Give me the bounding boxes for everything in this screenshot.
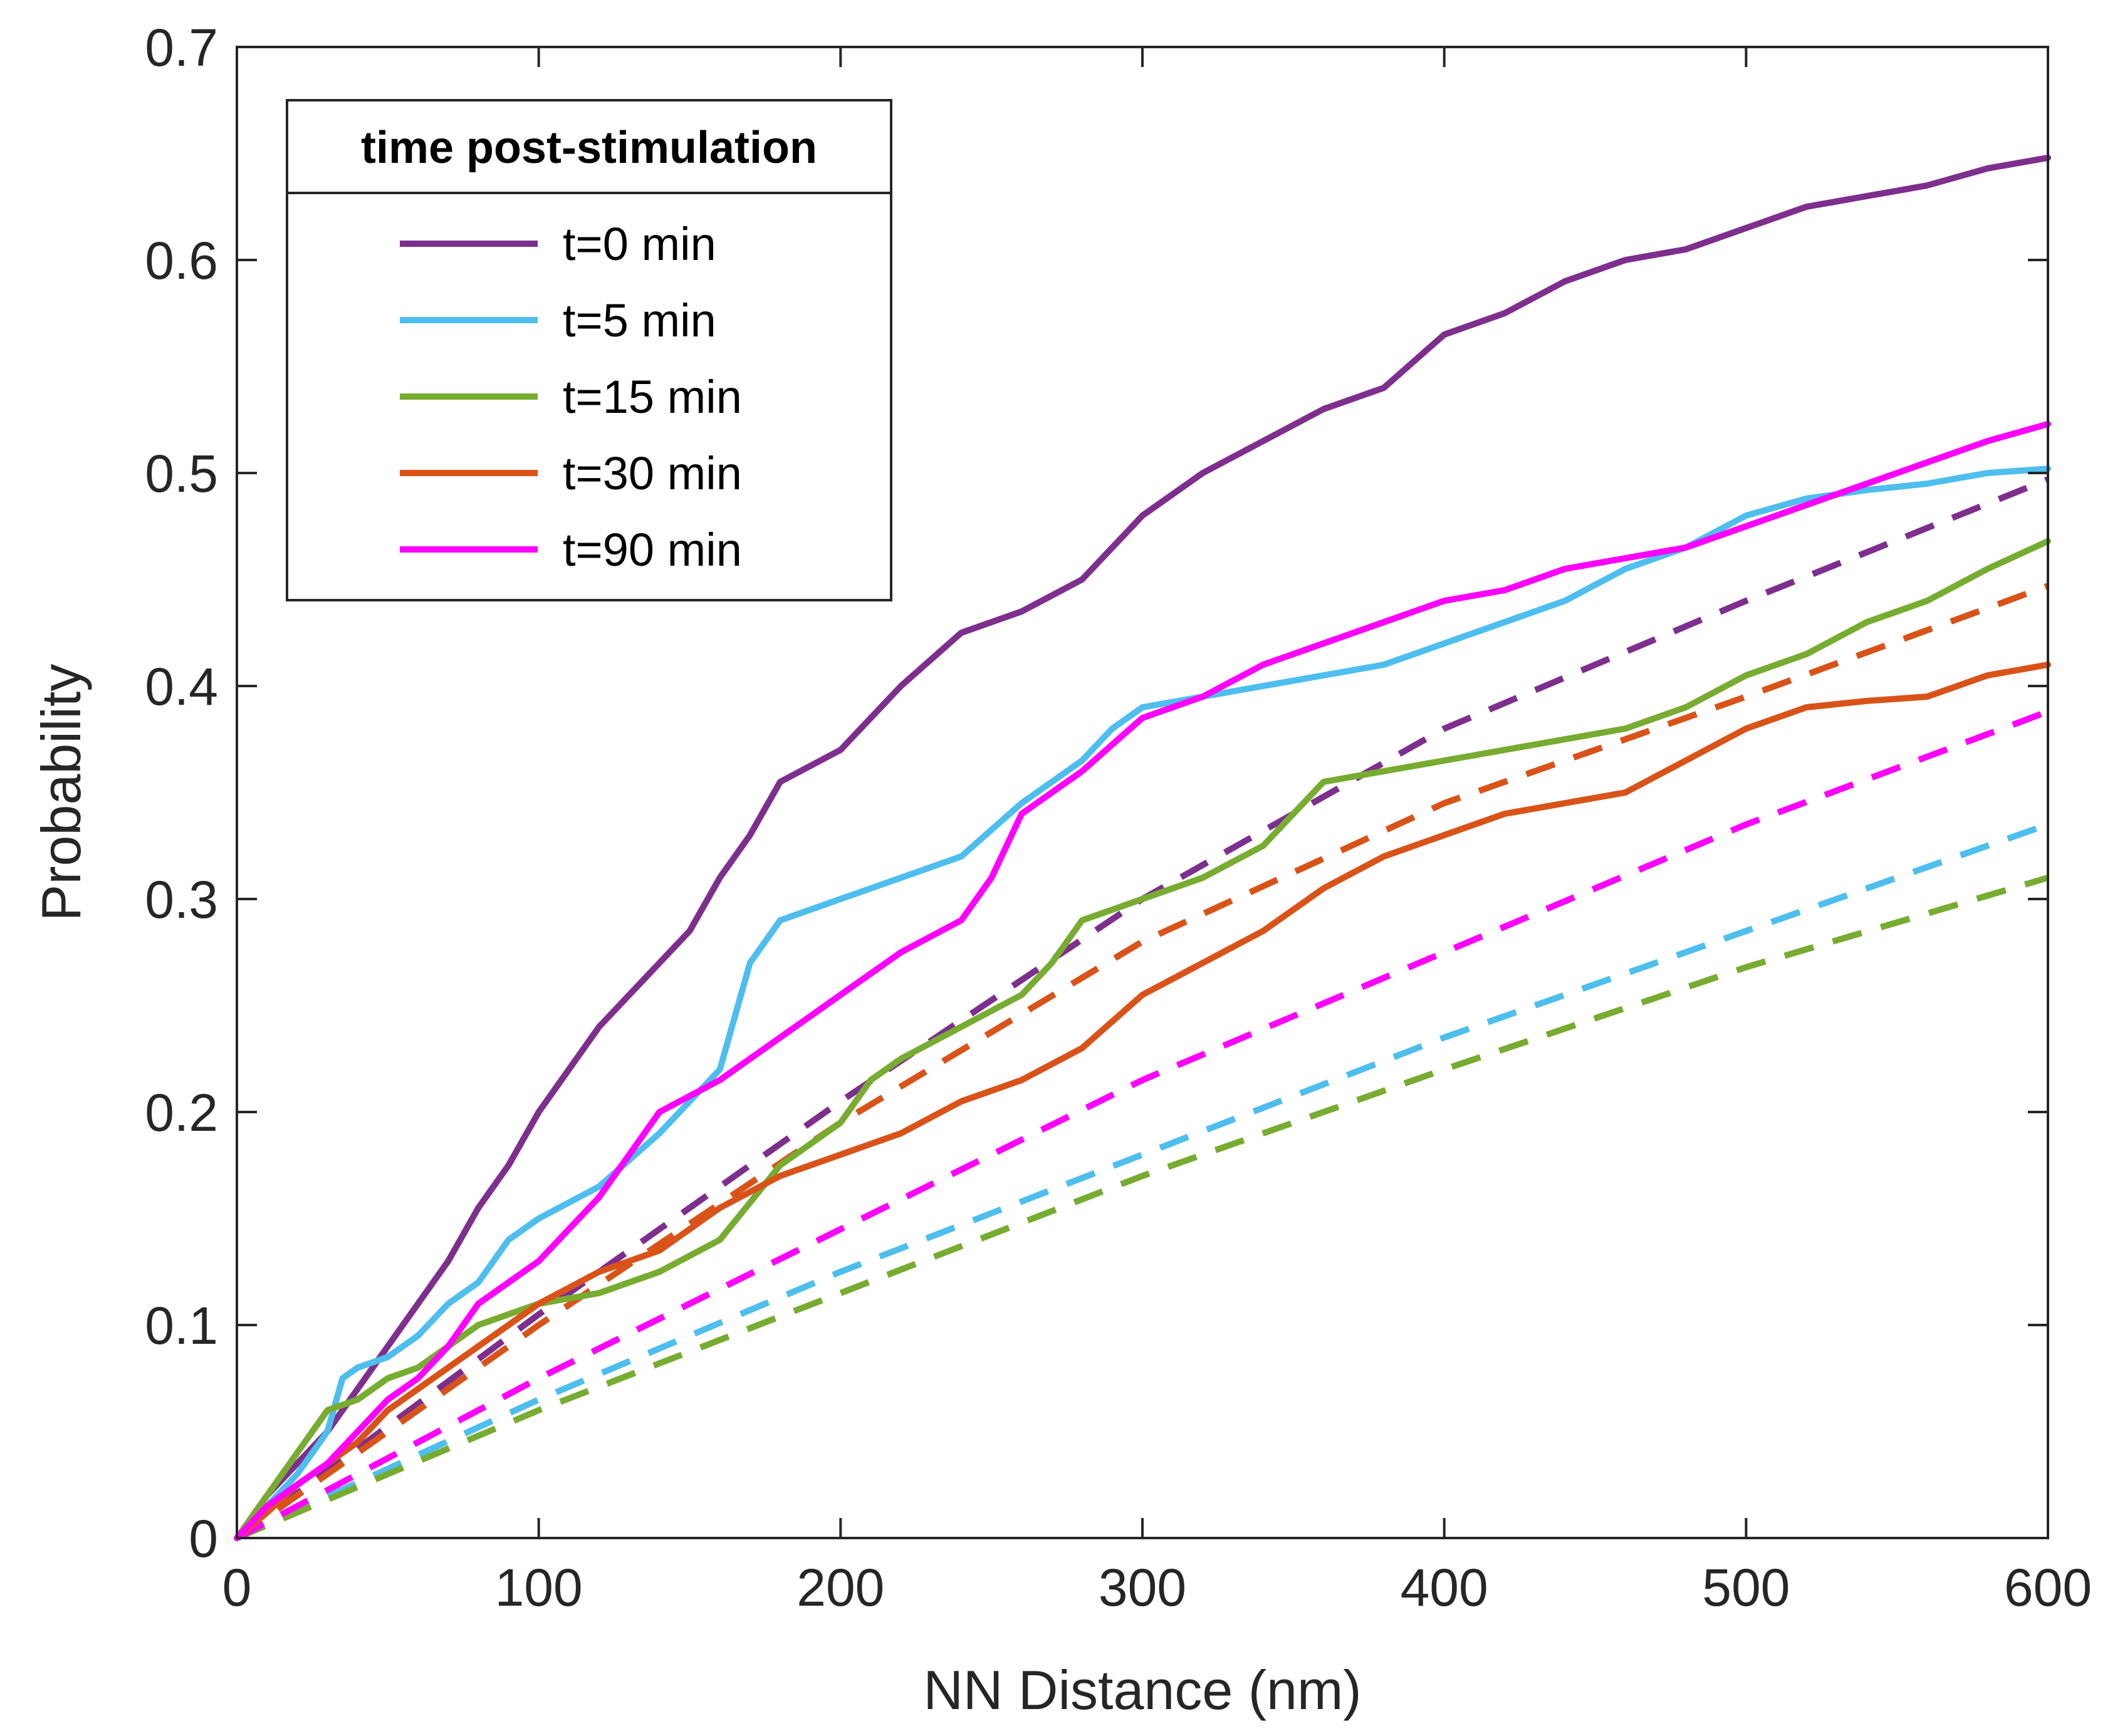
series-line-t-0-min bbox=[234, 154, 2051, 1541]
x-tick-label: 600 bbox=[2004, 1558, 2092, 1617]
reference-curve-t-5-min bbox=[235, 821, 2049, 1541]
series-line-t-90-min bbox=[234, 420, 2051, 1541]
y-tick-label: 0.6 bbox=[145, 231, 218, 290]
x-axis-label: NN Distance (nm) bbox=[923, 1659, 1361, 1721]
legend-label: t=30 min bbox=[563, 447, 742, 499]
y-tick-label: 0.5 bbox=[145, 444, 218, 503]
legend-label: t=15 min bbox=[563, 371, 742, 423]
legend-label: t=90 min bbox=[563, 524, 742, 576]
x-tick-label: 500 bbox=[1702, 1558, 1790, 1617]
x-tick-label: 400 bbox=[1401, 1558, 1488, 1617]
series-line-t-15-min bbox=[234, 538, 2051, 1541]
reference-curve-t-15-min bbox=[236, 875, 2049, 1541]
y-tick-label: 0.4 bbox=[145, 657, 218, 716]
series-line-t-30-min bbox=[234, 662, 2051, 1541]
y-tick-label: 0.1 bbox=[145, 1296, 218, 1355]
x-tick-label: 0 bbox=[222, 1558, 252, 1617]
y-axis-label: Probability bbox=[30, 664, 92, 922]
legend-box bbox=[286, 99, 892, 601]
y-tick-label: 0.2 bbox=[145, 1083, 218, 1142]
reference-curve-t-90-min bbox=[235, 709, 2049, 1541]
data-curves bbox=[234, 154, 2051, 1541]
legend-entries: t=0 min t=5 min t=15 min t=30 min t=90 min bbox=[400, 218, 742, 576]
series-line-t-5-min bbox=[234, 465, 2051, 1541]
legend-label: t=0 min bbox=[563, 218, 716, 270]
legend: time post-stimulation t=0 min t=5 min t=15… bbox=[286, 99, 892, 601]
x-tick-label: 300 bbox=[1099, 1558, 1186, 1617]
reference-curve-t-30-min bbox=[235, 583, 2049, 1541]
tick-labels: 0 100 200 300 400 500 600 0 0.1 0.2 0.3 0.4 0.5 0.6 0.… bbox=[145, 18, 2092, 1617]
x-tick-label: 200 bbox=[796, 1558, 884, 1617]
y-tick-label: 0 bbox=[189, 1509, 218, 1568]
legend-label: t=5 min bbox=[563, 294, 716, 346]
y-tick-label: 0.7 bbox=[145, 18, 218, 77]
legend-title: time post-stimulation bbox=[361, 123, 817, 173]
x-tick-label: 100 bbox=[495, 1558, 583, 1617]
axis-ticks bbox=[236, 46, 2049, 1539]
y-tick-label: 0.3 bbox=[145, 870, 218, 929]
